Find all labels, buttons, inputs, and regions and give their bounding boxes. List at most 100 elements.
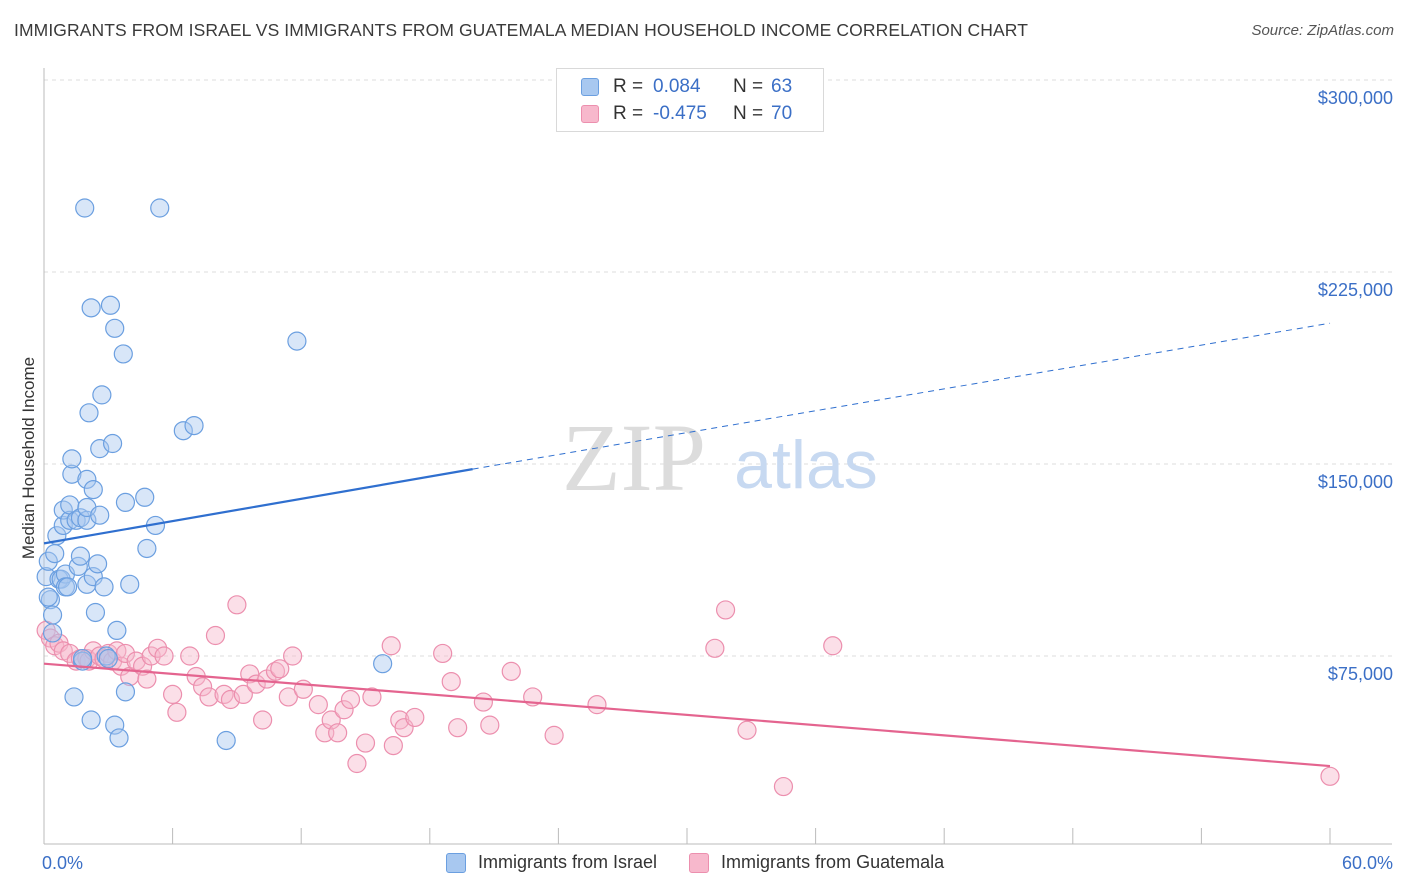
- chart-title: IMMIGRANTS FROM ISRAEL VS IMMIGRANTS FRO…: [14, 20, 1029, 40]
- guatemala-point: [240, 664, 260, 684]
- r-label: R =: [613, 76, 644, 97]
- guatemala-point: [773, 776, 794, 797]
- israel-point: [102, 433, 123, 454]
- x-tick-label: 0.0%: [42, 853, 83, 873]
- guatemala-point: [270, 659, 290, 679]
- israel-point: [62, 449, 82, 469]
- guatemala-point: [233, 684, 253, 705]
- y-tick-label: $225,000: [1318, 280, 1393, 300]
- guatemala-point: [433, 643, 453, 664]
- watermark-zip: ZIP: [562, 404, 706, 511]
- israel-point: [96, 646, 116, 666]
- guatemala-point: [381, 636, 401, 656]
- israel-point: [83, 480, 103, 500]
- israel-point: [77, 469, 97, 489]
- israel-points: [36, 198, 393, 751]
- israel-point: [216, 730, 236, 751]
- guatemala-point: [137, 669, 157, 689]
- legend-label-guatemala: Immigrants from Guatemala: [721, 852, 945, 872]
- israel-point: [113, 344, 133, 364]
- guatemala-point: [163, 684, 183, 705]
- israel-point: [38, 551, 58, 571]
- guatemala-point: [308, 695, 328, 715]
- israel-trendline-extension: [472, 322, 1331, 470]
- gridlines: [44, 79, 1392, 657]
- israel-point: [109, 728, 129, 748]
- israel-point: [64, 687, 84, 707]
- israel-point: [135, 487, 155, 507]
- n-label: N =: [733, 76, 764, 97]
- guatemala-point: [405, 707, 425, 728]
- israel-point: [137, 538, 157, 559]
- r-label: R =: [613, 103, 644, 124]
- israel-point: [62, 464, 82, 484]
- israel-point: [53, 515, 73, 536]
- legend-label-israel: Immigrants from Israel: [478, 852, 658, 872]
- guatemala-point: [355, 733, 376, 753]
- guatemala-point: [705, 638, 725, 658]
- israel-point: [72, 648, 93, 669]
- guatemala-point: [737, 720, 757, 740]
- israel-point: [79, 403, 99, 423]
- r-value: -0.475: [653, 103, 707, 124]
- stats-row-israel: R = 0.084 N = 63: [581, 75, 792, 99]
- y-tick-label: $150,000: [1318, 472, 1393, 492]
- n-label: N =: [733, 103, 764, 124]
- israel-point: [115, 492, 136, 512]
- guatemala-point: [220, 689, 241, 710]
- guatemala-point: [340, 689, 361, 710]
- y-axis-label: Median Household Income: [19, 357, 38, 559]
- israel-point: [42, 605, 63, 625]
- israel-point: [38, 587, 58, 607]
- stats-row-guatemala: R = -0.475 N = 70: [581, 102, 792, 126]
- y-tick-labels: $75,000 $150,000 $225,000 $300,000: [1318, 88, 1393, 684]
- guatemala-point: [823, 636, 843, 656]
- israel-legend-swatch: [446, 852, 466, 873]
- guatemala-point: [334, 700, 354, 720]
- chart-source: Source: ZipAtlas.com: [1251, 22, 1394, 39]
- israel-point: [287, 331, 307, 351]
- guatemala-point: [115, 643, 136, 664]
- r-value: 0.084: [653, 76, 701, 97]
- israel-point: [81, 710, 101, 730]
- watermark: ZIP atlas: [562, 404, 878, 511]
- guatemala-point: [167, 702, 187, 722]
- israel-trendline: [43, 468, 473, 545]
- axes: [43, 68, 1392, 845]
- guatemala-point: [480, 715, 500, 735]
- israel-point: [90, 439, 110, 459]
- israel-point: [120, 574, 140, 594]
- guatemala-point: [441, 671, 461, 692]
- israel-swatch: [581, 78, 599, 96]
- stats-legend: R = 0.084 N = 63 R = -0.475 N = 70: [556, 68, 824, 132]
- legend-item-guatemala[interactable]: Immigrants from Guatemala: [689, 852, 944, 873]
- israel-point: [81, 298, 101, 318]
- y-tick-label: $75,000: [1328, 664, 1393, 684]
- guatemala-point: [715, 600, 736, 620]
- guatemala-point: [214, 684, 234, 705]
- guatemala-point: [328, 723, 348, 743]
- guatemala-point: [205, 625, 226, 646]
- guatemala-legend-swatch: [689, 852, 710, 873]
- guatemala-trendline: [43, 662, 1331, 768]
- guatemala-point: [347, 753, 367, 774]
- israel-point: [184, 416, 204, 436]
- guatemala-point: [180, 646, 200, 666]
- series-legend: Immigrants from Israel Immigrants from G…: [446, 852, 976, 873]
- israel-point: [100, 295, 121, 315]
- israel-point: [105, 318, 125, 338]
- guatemala-point: [283, 646, 303, 666]
- guatemala-point: [278, 687, 298, 707]
- guatemala-point: [1320, 766, 1340, 786]
- guatemala-point: [147, 638, 168, 658]
- x-tick-labels: 0.0% 60.0%: [42, 853, 1393, 873]
- x-tick-label: 60.0%: [1342, 853, 1393, 873]
- guatemala-point: [501, 661, 521, 681]
- guatemala-swatch: [581, 105, 599, 123]
- israel-point: [85, 602, 106, 623]
- guatemala-point: [448, 718, 468, 738]
- israel-point: [94, 577, 114, 597]
- israel-point: [105, 715, 125, 735]
- trendlines: [43, 322, 1331, 768]
- legend-item-israel[interactable]: Immigrants from Israel: [446, 852, 657, 873]
